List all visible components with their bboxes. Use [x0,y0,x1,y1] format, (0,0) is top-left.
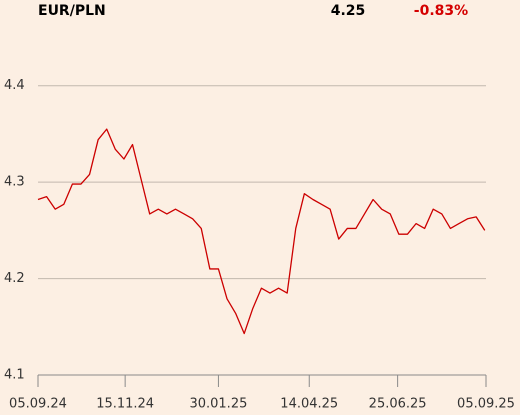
y-tick-label: 4.4 [4,78,25,93]
line [37,128,486,335]
change: -0.83% [414,3,468,19]
x-tick-label: 30.01.25 [189,397,247,412]
y-tick-label: 4.3 [4,175,25,190]
x-tick-label: 25.06.25 [369,397,427,412]
x-tick-label: 15.11.24 [96,397,154,412]
x-tick-label: 05.09.25 [457,397,515,412]
chart-title: EUR/PLN [38,3,106,19]
y-tick-label: 4.2 [4,271,25,286]
x-tick-label: 14.04.25 [280,397,338,412]
x-tick-label: 05.09.24 [9,397,67,412]
last-price: 4.25 [331,3,366,19]
y-tick-label: 4.1 [4,368,25,383]
